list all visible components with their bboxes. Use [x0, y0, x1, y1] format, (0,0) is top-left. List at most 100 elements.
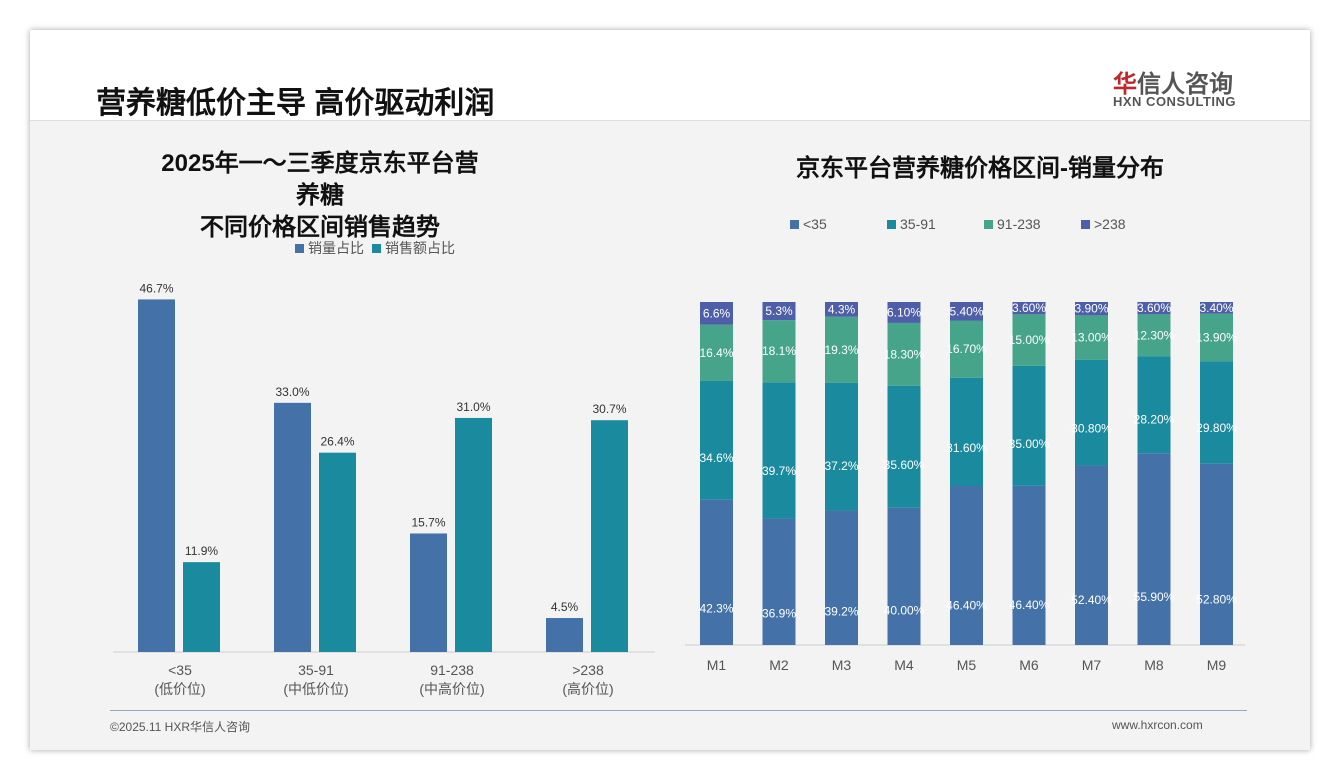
- bar: [410, 533, 447, 652]
- stack-segment: [950, 320, 983, 378]
- tick-label: >238: [572, 662, 604, 678]
- data-label: 39.7%: [762, 464, 796, 478]
- data-label: 5.40%: [949, 304, 983, 318]
- slide: 营养糖低价主导 高价驱动利润 华信人咨询 HXN CONSULTING 2025…: [30, 30, 1310, 750]
- tick-label-sub: (中低价位): [283, 681, 348, 697]
- data-label: 5.3%: [765, 304, 793, 318]
- bar: [138, 299, 175, 652]
- chart1-title-line1: 2025年一～三季度京东平台营养糖: [161, 150, 479, 209]
- stack-segment: [700, 380, 733, 500]
- stack-segment: [1075, 315, 1108, 360]
- data-label: 11.9%: [185, 544, 218, 558]
- data-label: 52.40%: [1071, 593, 1112, 607]
- stack-segment: [1012, 365, 1046, 486]
- tick-label: <35: [168, 662, 192, 678]
- data-label: 13.00%: [1071, 331, 1112, 345]
- stack-segment: [1137, 302, 1171, 315]
- legend-item: 销售额占比: [372, 238, 455, 258]
- tick-label-sub: (高价位): [562, 681, 613, 697]
- data-label: 42.3%: [699, 602, 733, 616]
- footer-divider: [110, 710, 1247, 711]
- data-label: 18.1%: [762, 344, 796, 358]
- data-label: 15.00%: [1009, 333, 1050, 347]
- data-label: 13.90%: [1196, 331, 1237, 345]
- charts-svg: 46.7% 11.9% <35 (低价位) 33.0% 26.4% 35-91 (中低价位) 1…: [113, 281, 1245, 697]
- stack-segment: [1137, 314, 1171, 357]
- stack-segment: [762, 382, 796, 519]
- stack-segment: [1200, 313, 1233, 362]
- tick-label: 91-238: [430, 662, 474, 678]
- data-label: 31.60%: [946, 441, 987, 455]
- legend-item: >238: [1081, 216, 1126, 232]
- logo-en: HXN CONSULTING: [1113, 94, 1237, 109]
- data-label: 52.80%: [1196, 593, 1237, 607]
- tick-label: M8: [1144, 657, 1164, 673]
- data-label: 31.0%: [456, 400, 490, 414]
- stack-segment: [1075, 359, 1108, 466]
- data-label: 35.60%: [884, 458, 925, 472]
- data-label: 16.70%: [946, 342, 987, 356]
- chart2-legend: <35 35-91 91-238 >238: [790, 216, 1126, 232]
- bar: [319, 452, 356, 652]
- chart1-title-line2: 不同价格区间销售趋势: [200, 214, 440, 241]
- data-label: 3.40%: [1199, 301, 1233, 315]
- stack-segment: [700, 302, 733, 325]
- logo-text: 信人咨询: [1137, 71, 1233, 98]
- data-label: 46.40%: [1009, 598, 1050, 612]
- stack-segment: [1075, 465, 1108, 645]
- bar: [546, 618, 583, 652]
- tick-label: M4: [894, 657, 914, 673]
- data-label: 30.7%: [592, 402, 626, 416]
- data-label: 46.40%: [946, 598, 987, 612]
- data-label: 18.30%: [884, 347, 925, 361]
- copyright: ©2025.11 HXR华信人咨询: [110, 720, 250, 734]
- tick-label: M9: [1207, 657, 1227, 673]
- header: 营养糖低价主导 高价驱动利润 华信人咨询 HXN CONSULTING: [30, 30, 1310, 121]
- tick-label: M5: [957, 657, 977, 673]
- data-label: 26.4%: [320, 435, 354, 449]
- legend-item: 销量占比: [295, 238, 364, 258]
- legend-item: <35: [790, 216, 887, 232]
- legend-item: 35-91: [887, 216, 984, 232]
- stack-segment: [887, 385, 921, 508]
- data-label: 34.6%: [699, 451, 733, 465]
- stack-segment: [700, 324, 733, 381]
- data-label: 19.3%: [824, 343, 858, 357]
- data-label: 46.7%: [139, 281, 173, 295]
- data-label: 55.90%: [1134, 590, 1175, 604]
- stack-segment: [762, 302, 796, 321]
- stack-segment: [1200, 463, 1233, 645]
- stack-segment: [825, 382, 858, 511]
- data-label: 28.20%: [1134, 412, 1175, 426]
- data-label: 37.2%: [824, 459, 858, 473]
- stack-segment: [825, 316, 858, 383]
- tick-label-sub: (低价位): [154, 681, 205, 697]
- tick-label: M7: [1082, 657, 1102, 673]
- bar: [274, 402, 311, 652]
- stack-segment: [1012, 485, 1046, 645]
- stack-segment: [825, 510, 858, 645]
- data-label: 3.60%: [1012, 301, 1046, 315]
- page-title: 营养糖低价主导 高价驱动利润: [96, 87, 495, 120]
- data-label: 16.4%: [699, 346, 733, 360]
- chart2-title: 京东平台营养糖价格区间-销量分布: [796, 155, 1164, 182]
- data-label: 4.3%: [828, 302, 856, 316]
- stack-segment: [950, 302, 983, 321]
- tick-label-sub: (中高价位): [419, 681, 484, 697]
- stack-segment: [1012, 314, 1046, 366]
- bar: [591, 420, 628, 652]
- stack-segment: [700, 499, 733, 645]
- bar: [183, 562, 220, 652]
- stack-segment: [1012, 302, 1046, 315]
- stack-segment: [950, 377, 983, 487]
- data-label: 15.7%: [411, 515, 445, 529]
- website-url: www.hxrcon.com: [1112, 718, 1203, 732]
- stack-segment: [1075, 302, 1108, 316]
- stack-segment: [887, 507, 921, 645]
- stack-segment: [762, 320, 796, 383]
- stack-segment: [1137, 356, 1171, 454]
- tick-label: M3: [832, 657, 852, 673]
- stack-segment: [1200, 302, 1233, 314]
- data-label: 3.90%: [1074, 302, 1108, 316]
- tick-label: M2: [769, 657, 789, 673]
